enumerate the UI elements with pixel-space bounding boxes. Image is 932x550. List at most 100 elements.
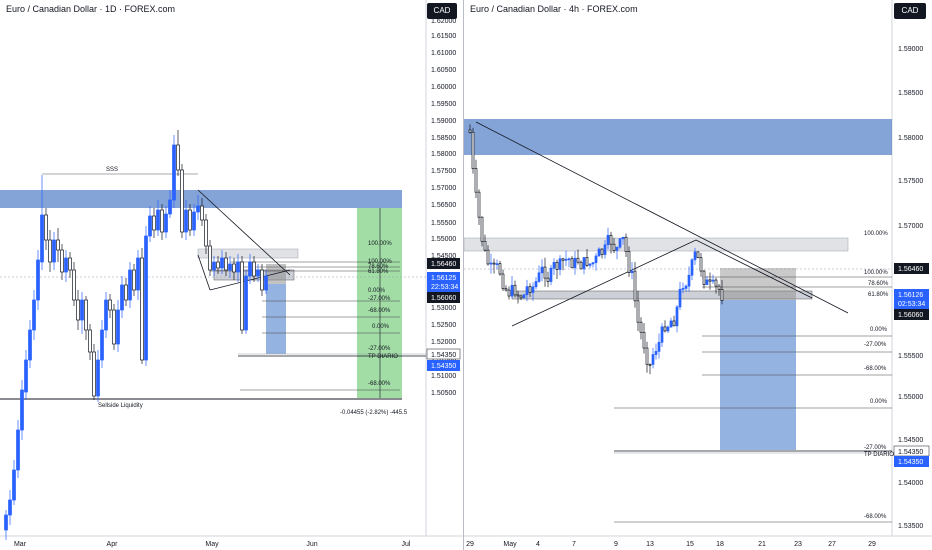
candle-body	[537, 272, 541, 282]
candle-body	[507, 289, 511, 297]
target-zone[interactable]	[266, 284, 286, 354]
candle-body	[711, 279, 715, 282]
x-tick-label: 18	[716, 541, 724, 548]
candle-body	[618, 238, 622, 248]
candle-body	[20, 389, 24, 431]
candle-body	[204, 219, 208, 247]
supply-zone[interactable]	[464, 119, 892, 155]
price-tag-upper: 1.56460	[898, 266, 923, 273]
candle-body	[471, 131, 475, 169]
tp-zone[interactable]	[357, 208, 402, 398]
x-tick-label: Jun	[306, 541, 317, 548]
candle-body	[624, 236, 628, 252]
x-tick-label: 4	[536, 541, 540, 548]
candlestick-series	[468, 124, 724, 375]
candle-body	[621, 236, 625, 240]
candle-body	[148, 215, 152, 237]
y-tick-label: 1.50500	[431, 390, 456, 397]
fib-levels: 100.00% 100.00% 78.60% 61.80% 0.00% -27.…	[864, 231, 894, 520]
gray-zone[interactable]	[464, 237, 849, 252]
candle-body	[220, 257, 224, 269]
candle-body	[264, 275, 268, 291]
candle-body	[510, 284, 514, 297]
y-tick-label: 1.59000	[431, 118, 456, 125]
gray-zone[interactable]	[197, 248, 299, 259]
daily-chart-canvas[interactable]: 1.62000 1.61500 1.61000 1.60500 1.60000 1.595…	[0, 0, 463, 550]
sellside-label: Sellside Liquidity	[98, 403, 143, 409]
candle-body	[224, 257, 228, 271]
chart-title: Euro / Canadian Dollar · 1D · FOREX.com	[6, 4, 176, 14]
candle-body	[630, 270, 634, 273]
candle-body	[588, 263, 592, 266]
x-tick-label: Apr	[107, 541, 119, 548]
candle-body	[108, 299, 112, 311]
y-tick-label: 1.51000	[431, 373, 456, 380]
y-tick-label: 1.56500	[431, 202, 456, 209]
candle-body	[60, 249, 64, 273]
sss-label: SSS	[106, 167, 118, 173]
candle-body	[104, 299, 108, 331]
y-tick-label: 1.54000	[898, 480, 923, 487]
candle-body	[240, 261, 244, 331]
y-tick-label: 1.52500	[431, 322, 456, 329]
candle-body	[232, 263, 236, 273]
x-tick-label: 7	[572, 541, 576, 548]
4h-chart-canvas[interactable]: 1.590001.585001.580001.575001.570001.565…	[464, 0, 932, 550]
candle-body	[555, 262, 559, 270]
candle-body	[72, 269, 76, 301]
x-tick-label: 23	[794, 541, 802, 548]
x-tick-label: 29	[868, 541, 876, 548]
candle-body	[24, 359, 28, 393]
chart-panel-4h[interactable]: Euro / Canadian Dollar · 4h · FOREX.com …	[464, 0, 932, 550]
candle-body	[663, 326, 667, 332]
y-tick-label: 1.57000	[898, 223, 923, 230]
chart-panel-daily[interactable]: Euro / Canadian Dollar · 1D · FOREX.com …	[0, 0, 464, 550]
candle-body	[681, 288, 685, 290]
candle-body	[495, 263, 499, 265]
candle-body	[675, 306, 679, 327]
candle-body	[570, 258, 574, 269]
candle-body	[192, 211, 196, 231]
candle-body	[627, 251, 631, 273]
x-tick-label: Jul	[402, 541, 411, 548]
candle-body	[678, 288, 682, 308]
y-tick-label: 1.55500	[431, 220, 456, 227]
candle-body	[642, 331, 646, 349]
svg-text:-27.00%: -27.00%	[368, 296, 391, 302]
candle-body	[168, 199, 172, 215]
x-tick-label: 15	[686, 541, 694, 548]
x-tick-label: 13	[646, 541, 654, 548]
candle-body	[687, 274, 691, 287]
price-tag-tp1: 1.54350	[898, 449, 923, 456]
price-tag-current: 1.56125	[431, 275, 456, 282]
candle-body	[564, 258, 568, 261]
candle-body	[8, 499, 12, 516]
candle-body	[660, 326, 664, 343]
candle-body	[714, 279, 718, 287]
x-tick-label: 21	[758, 541, 766, 548]
svg-text:0.00%: 0.00%	[372, 324, 390, 330]
candle-body	[633, 270, 637, 302]
candle-body	[96, 359, 100, 397]
y-tick-label: 1.59500	[431, 101, 456, 108]
candle-body	[120, 284, 124, 311]
candle-body	[612, 243, 616, 251]
candle-body	[576, 257, 580, 263]
candle-body	[684, 285, 688, 289]
candle-body	[100, 329, 104, 361]
price-tag-tp2: 1.54350	[431, 363, 456, 370]
candle-body	[12, 469, 16, 501]
svg-text:-68.00%: -68.00%	[864, 514, 887, 520]
candle-body	[180, 169, 184, 233]
candle-body	[474, 168, 478, 193]
price-tag-lower: 1.56060	[898, 312, 923, 319]
candle-body	[513, 284, 517, 296]
svg-text:-68.00%: -68.00%	[368, 381, 391, 387]
candlestick-series	[4, 130, 268, 540]
svg-text:100.00%: 100.00%	[368, 241, 392, 247]
candle-body	[654, 351, 658, 355]
supply-zone[interactable]	[0, 190, 402, 208]
x-tick-label: May	[503, 541, 517, 548]
svg-text:-27.00%: -27.00%	[864, 445, 887, 451]
candle-body	[690, 259, 694, 276]
